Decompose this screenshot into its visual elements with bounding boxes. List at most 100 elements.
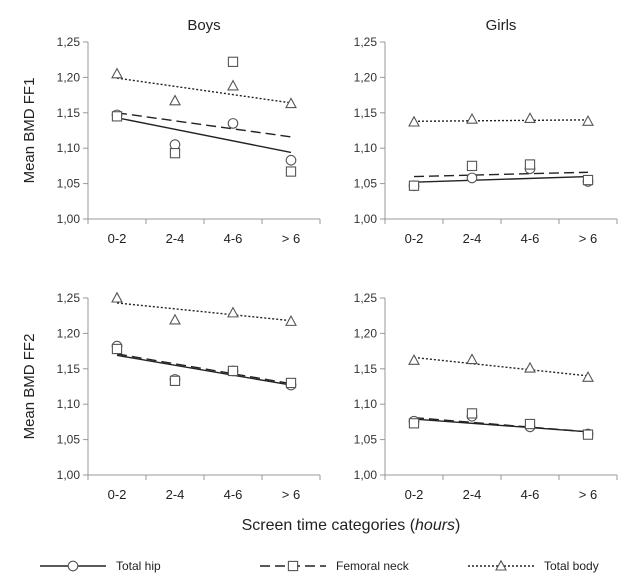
panel-4-x-tick-label: > 6 (579, 487, 597, 502)
panel-4-y-tick-label: 1,05 (354, 433, 378, 447)
panel-2-x-tick-label: 2-4 (463, 231, 482, 246)
panel-1-y-axis-label: Mean BMD FF1 (21, 78, 38, 184)
panel-2-y-tick-label: 1,10 (354, 141, 378, 155)
panel-4-y-tick-label: 1,10 (354, 397, 378, 411)
panel-1-trend-total-hip (116, 117, 292, 154)
panel-3-y-tick-label: 1,00 (57, 468, 81, 482)
panel-1-point-femoral-neck-2 (169, 148, 181, 159)
panel-1: 1,00 1,05 1,10 1,15 1,20 1,25 0-2 2-4 4-6 > 6 Boys… (21, 17, 321, 246)
panel-1-point-femoral-neck-1 (111, 111, 123, 122)
panel-1-point-total-hip-4 (285, 154, 297, 166)
panel-2-trend-femoral-neck (413, 171, 589, 178)
legend: Total hip Femoral neck Total body (40, 559, 599, 573)
panel-4-point-femoral-neck-1 (408, 418, 420, 429)
panel-3-x-tick-label: 2-4 (166, 487, 185, 502)
panel-4-trend-total-body (413, 356, 589, 377)
legend-marker-total-hip (67, 560, 79, 572)
panel-3-x-tick-label: 4-6 (224, 487, 243, 502)
panel-3-point-femoral-neck-1 (111, 343, 123, 355)
panel-1-x-tick-label: > 6 (282, 231, 300, 246)
panel-1-x-tick-label: 0-2 (108, 231, 127, 246)
panel-3: 1,00 1,05 1,10 1,15 1,20 1,25 0-2 2-4 4-6 > 6 Mean… (21, 291, 321, 502)
panel-4-y-tick-label: 1,25 (354, 291, 378, 305)
panel-2-y-tick-label: 1,15 (354, 106, 378, 120)
panel-1-y-tick-label: 1,15 (57, 106, 81, 120)
panel-1-point-femoral-neck-4 (285, 166, 297, 177)
panel-3-y-tick-label: 1,15 (57, 362, 81, 376)
panel-2-point-total-body-4 (582, 114, 594, 126)
panel-2-point-femoral-neck-2 (466, 160, 478, 172)
panel-2-x-tick-label: 0-2 (405, 231, 424, 246)
panel-1-point-total-body-2 (169, 94, 181, 106)
panel-2-x-tick-label: > 6 (579, 231, 597, 246)
panel-3-y-tick-label: 1,10 (57, 397, 81, 411)
panel-4: 1,00 1,05 1,10 1,15 1,20 1,25 0-2 2-4 4-6 > 6 (354, 291, 618, 502)
legend-marker-femoral-neck (287, 560, 299, 572)
panel-3-trend-total-hip (116, 354, 292, 386)
panel-3-point-total-body-1 (111, 291, 123, 303)
panel-4-point-total-body-2 (466, 353, 478, 365)
panel-2-point-total-body-1 (408, 115, 420, 127)
panel-3-y-tick-label: 1,20 (57, 326, 81, 340)
x-axis-label: Screen time categories (hours) (242, 517, 461, 534)
panel-4-y-tick-label: 1,15 (354, 362, 378, 376)
panel-1-y-tick-label: 1,00 (57, 212, 81, 226)
panel-4-y-tick-label: 1,20 (354, 326, 378, 340)
panel-3-trend-total-body (116, 302, 292, 322)
legend-label-total-body: Total body (544, 559, 599, 573)
panel-4-point-femoral-neck-2 (466, 408, 478, 419)
panel-2-y-tick-label: 1,25 (354, 35, 378, 49)
panel-1-x-tick-label: 2-4 (166, 231, 185, 246)
panel-2-trend-total-body (413, 119, 589, 122)
panel-1-point-total-body-4 (285, 97, 297, 109)
panel-2-point-femoral-neck-4 (582, 174, 594, 186)
panel-1-x-tick-label: 4-6 (224, 231, 243, 246)
panel-2-point-total-body-3 (524, 112, 536, 124)
panel-3-y-tick-label: 1,25 (57, 291, 81, 305)
panel-4-x-tick-label: 0-2 (405, 487, 424, 502)
panel-1-point-total-body-3 (227, 79, 239, 91)
panel-4-x-tick-label: 2-4 (463, 487, 482, 502)
panel-2-trend-total-hip (413, 175, 589, 183)
panel-4-x-tick-label: 4-6 (521, 487, 540, 502)
panel-3-trend-femoral-neck (116, 353, 292, 385)
panel-3-point-femoral-neck-2 (169, 375, 181, 386)
panel-4-point-femoral-neck-4 (582, 429, 594, 440)
panel-1-trend-total-body (116, 77, 292, 104)
panel-1-y-tick-label: 1,20 (57, 70, 81, 84)
panel-3-point-total-body-2 (169, 313, 181, 325)
panel-1-y-tick-label: 1,25 (57, 35, 81, 49)
legend-label-total-hip: Total hip (116, 559, 161, 573)
panel-1-trend-femoral-neck (116, 112, 292, 138)
panel-4-point-total-body-1 (408, 353, 420, 365)
panel-2-y-tick-label: 1,00 (354, 212, 378, 226)
panel-2-y-tick-label: 1,20 (354, 70, 378, 84)
panel-2-title: Girls (486, 17, 517, 34)
panel-3-x-tick-label: > 6 (282, 487, 300, 502)
panel-4-trend-total-hip (413, 418, 589, 433)
legend-label-femoral-neck: Femoral neck (336, 559, 410, 573)
panel-2-x-tick-label: 4-6 (521, 231, 540, 246)
panel-1-point-total-body-1 (111, 67, 123, 79)
panel-4-point-femoral-neck-3 (524, 418, 536, 430)
panel-4-point-total-body-3 (524, 361, 536, 373)
panel-1-point-total-hip-3 (227, 118, 239, 129)
panel-3-point-femoral-neck-3 (227, 365, 239, 377)
panel-1-y-tick-label: 1,05 (57, 177, 81, 191)
panel-1-y-tick-label: 1,10 (57, 141, 81, 155)
panel-4-y-tick-label: 1,00 (354, 468, 378, 482)
panel-2-point-total-hip-2 (466, 172, 478, 184)
panel-3-point-total-body-3 (227, 306, 239, 318)
panel-2: 1,00 1,05 1,10 1,15 1,20 1,25 0-2 2-4 4-6 > 6 Girl… (354, 17, 618, 246)
panel-4-point-total-body-4 (582, 370, 594, 382)
panel-3-x-tick-label: 0-2 (108, 487, 127, 502)
panel-2-point-femoral-neck-1 (408, 180, 420, 191)
panel-1-point-femoral-neck-3 (227, 56, 239, 67)
panel-2-point-total-body-2 (466, 112, 478, 124)
panel-3-y-tick-label: 1,05 (57, 433, 81, 447)
panel-1-title: Boys (187, 17, 220, 34)
panel-2-y-tick-label: 1,05 (354, 177, 378, 191)
panel-3-point-femoral-neck-4 (285, 377, 297, 389)
